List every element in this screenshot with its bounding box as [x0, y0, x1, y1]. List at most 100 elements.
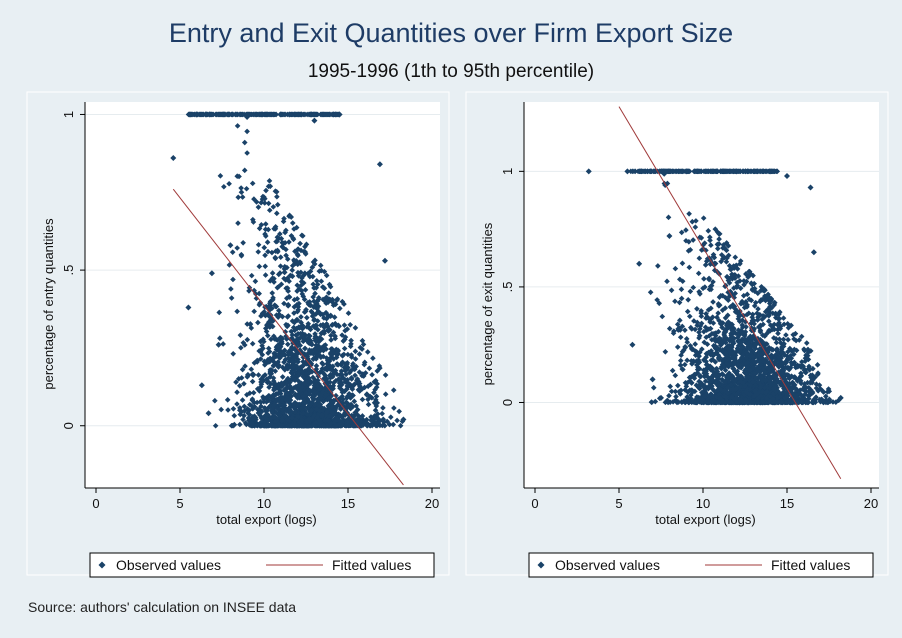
observed-point [394, 417, 400, 424]
observed-point [750, 375, 756, 381]
observed-point [720, 245, 726, 251]
observed-point [750, 384, 756, 391]
observed-point [772, 399, 779, 406]
observed-point [747, 356, 754, 363]
observed-point [727, 394, 734, 401]
observed-point [755, 349, 762, 356]
observed-point [745, 273, 752, 279]
observed-point [764, 399, 771, 405]
observed-point [737, 339, 744, 345]
observed-point [781, 393, 787, 400]
observed-point [338, 368, 345, 374]
observed-point [709, 336, 715, 343]
observed-point [690, 346, 696, 353]
observed-point [749, 383, 756, 389]
observed-point [283, 421, 290, 427]
observed-point [341, 336, 348, 343]
observed-point [700, 397, 707, 404]
observed-point [695, 168, 702, 175]
observed-point [309, 273, 316, 280]
observed-point [745, 310, 752, 317]
observed-point [746, 382, 753, 388]
observed-point [765, 329, 772, 335]
observed-point [724, 377, 730, 384]
observed-point [724, 374, 730, 381]
observed-point [278, 281, 285, 288]
observed-point [771, 335, 777, 341]
observed-point [692, 326, 698, 333]
observed-point [706, 399, 712, 406]
observed-point [730, 366, 737, 372]
observed-point [726, 370, 732, 376]
observed-point [674, 398, 681, 405]
observed-point [771, 398, 777, 404]
observed-point [267, 374, 273, 380]
observed-point [630, 168, 636, 175]
observed-point [669, 168, 676, 175]
observed-point [745, 394, 751, 400]
observed-point [726, 263, 733, 269]
observed-point [770, 397, 777, 404]
observed-point [706, 399, 712, 406]
observed-point [772, 385, 778, 391]
observed-point [791, 395, 797, 402]
observed-point [769, 374, 775, 381]
observed-point [734, 345, 741, 352]
observed-point [757, 399, 764, 406]
observed-point [775, 399, 782, 406]
observed-point [762, 287, 768, 294]
observed-point [739, 343, 745, 349]
observed-point [788, 373, 795, 379]
observed-point [728, 384, 735, 390]
observed-point [644, 168, 651, 175]
observed-point [760, 389, 767, 396]
observed-point [729, 354, 736, 361]
observed-point [734, 282, 741, 289]
observed-point [366, 365, 373, 372]
observed-point [733, 284, 740, 291]
observed-point [751, 354, 757, 361]
observed-point [738, 346, 745, 352]
observed-point [300, 362, 307, 369]
observed-point [685, 168, 691, 175]
observed-point [644, 168, 651, 175]
observed-point [259, 196, 266, 202]
observed-point [772, 397, 778, 404]
observed-point [661, 171, 667, 177]
observed-point [776, 398, 783, 405]
observed-point [368, 417, 374, 424]
observed-point [708, 399, 715, 406]
observed-point [747, 397, 753, 403]
observed-point [729, 374, 736, 380]
observed-point [773, 399, 779, 406]
observed-point [771, 326, 778, 333]
observed-point [271, 359, 277, 365]
observed-point [720, 255, 726, 262]
observed-point [754, 310, 760, 317]
observed-point [752, 340, 758, 347]
observed-point [256, 388, 263, 394]
observed-point [742, 370, 749, 377]
observed-point [693, 370, 700, 377]
observed-point [793, 399, 799, 405]
observed-point [381, 419, 387, 425]
x-axis-label: total export (logs) [216, 512, 316, 527]
observed-point [339, 353, 346, 359]
observed-point [740, 393, 747, 400]
observed-point [773, 361, 780, 368]
observed-point [747, 375, 753, 382]
observed-point [771, 373, 778, 379]
observed-point [779, 344, 785, 350]
observed-point [715, 336, 721, 343]
observed-point [235, 376, 242, 382]
observed-point [784, 386, 791, 392]
observed-point [811, 374, 818, 381]
observed-point [763, 346, 769, 352]
observed-point [756, 399, 763, 405]
observed-point [756, 355, 762, 362]
observed-point [752, 384, 759, 391]
observed-point [747, 388, 753, 395]
observed-point [791, 397, 798, 403]
observed-point [779, 395, 786, 401]
observed-point [807, 387, 814, 394]
